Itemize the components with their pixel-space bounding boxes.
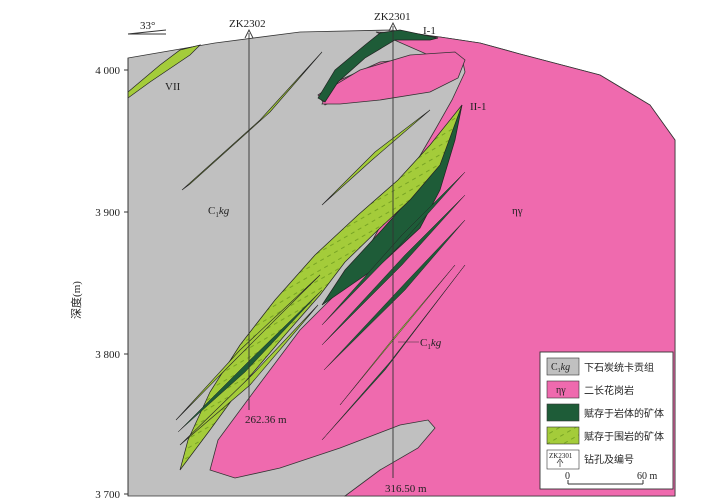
y-tick-label-3700: 3 700 <box>95 489 120 501</box>
lens-granite-1 <box>321 171 466 326</box>
legend-borehole-marker <box>556 458 564 467</box>
dip-label: 33° <box>140 20 155 32</box>
label-II-1: II-1 <box>470 101 487 113</box>
legend-swatch-ore-wallrock <box>546 426 580 445</box>
legend-swatch-ore-intrusion <box>546 403 580 422</box>
granite-label: ηγ <box>512 205 523 217</box>
lens-lower-2 <box>177 289 323 433</box>
legend-label-strata: 下石炭统卡贡组 <box>584 361 654 374</box>
strata-loop <box>321 51 466 105</box>
label-I-1: I-1 <box>423 25 436 37</box>
legend-label-granite: 二长花岗岩 <box>584 384 634 397</box>
borehole-zk2302-marker <box>244 28 254 39</box>
y-tick-label-4000: 4 000 <box>95 65 120 77</box>
lens-lower-3 <box>179 304 319 446</box>
legend-swatch-granite <box>546 380 580 399</box>
legend-label-ore-wallrock: 赋存于围岩的矿体 <box>584 430 664 443</box>
borehole-zk2301-marker <box>388 21 398 32</box>
scale-zero: 0 <box>565 471 570 482</box>
strata-label-main: C1kg <box>208 205 230 219</box>
legend-label-ore-intrusion: 赋存于岩体的矿体 <box>584 407 664 420</box>
legend-symbol-borehole: ZK2301 <box>549 452 573 460</box>
y-tick-label-3900: 3 900 <box>95 207 120 219</box>
lens-granite-4 <box>321 264 466 441</box>
lens-strata-1 <box>181 51 323 191</box>
legend-symbol-strata: C1kg <box>551 362 570 374</box>
dip-arrow <box>127 29 167 35</box>
lens-strata-2 <box>321 109 431 206</box>
y-tick-label-3800: 3 800 <box>95 349 120 361</box>
lens-granite-2 <box>321 194 466 346</box>
borehole-zk2301-label: ZK2301 <box>374 11 411 23</box>
legend-swatch-strata <box>546 357 580 376</box>
legend-swatch-borehole <box>546 449 580 470</box>
borehole-zk2302-depth: 262.36 m <box>245 414 287 426</box>
orebody-VII <box>127 44 202 99</box>
lens-granite-3 <box>323 219 466 371</box>
scale-length: 60 m <box>637 471 658 482</box>
legend-symbol-granite: ηγ <box>556 385 566 396</box>
label-VII: VII <box>165 81 181 93</box>
strata-label-inner: C1kg <box>420 337 442 351</box>
borehole-zk2302-label: ZK2302 <box>229 18 266 30</box>
legend: C1kg 下石炭统卡贡组 ηγ 二长花岗岩 赋存于岩体的矿体 赋存于围岩的矿体 … <box>539 351 674 490</box>
lens-lower-1 <box>175 274 321 421</box>
y-axis-label: 深度(m) <box>69 281 83 319</box>
borehole-zk2301-depth: 316.50 m <box>385 483 427 495</box>
orebody-I-1 <box>317 29 439 103</box>
legend-label-borehole: 钻孔及编号 <box>584 453 634 466</box>
orebody-II-1 <box>179 104 463 471</box>
lens-granite-5 <box>339 264 456 406</box>
